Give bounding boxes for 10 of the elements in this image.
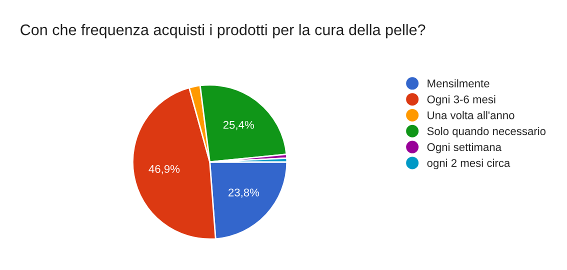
- legend-label: Mensilmente: [428, 79, 490, 88]
- chart-title: Con che frequenza acquisti i prodotti per la cura della pelle?: [20, 24, 426, 38]
- legend-label: Una volta all'anno: [428, 111, 514, 120]
- data-label: 25,4%: [223, 120, 254, 130]
- legend-label: Ogni 3-6 mesi: [427, 95, 496, 106]
- data-label: 23,8%: [228, 188, 260, 198]
- legend-label: Solo quando necessario: [427, 126, 546, 138]
- data-label: 46,9%: [148, 165, 180, 174]
- legend-label: ogni 2 mesi circa: [427, 158, 510, 170]
- legend-label: Ogni settimana: [427, 142, 502, 154]
